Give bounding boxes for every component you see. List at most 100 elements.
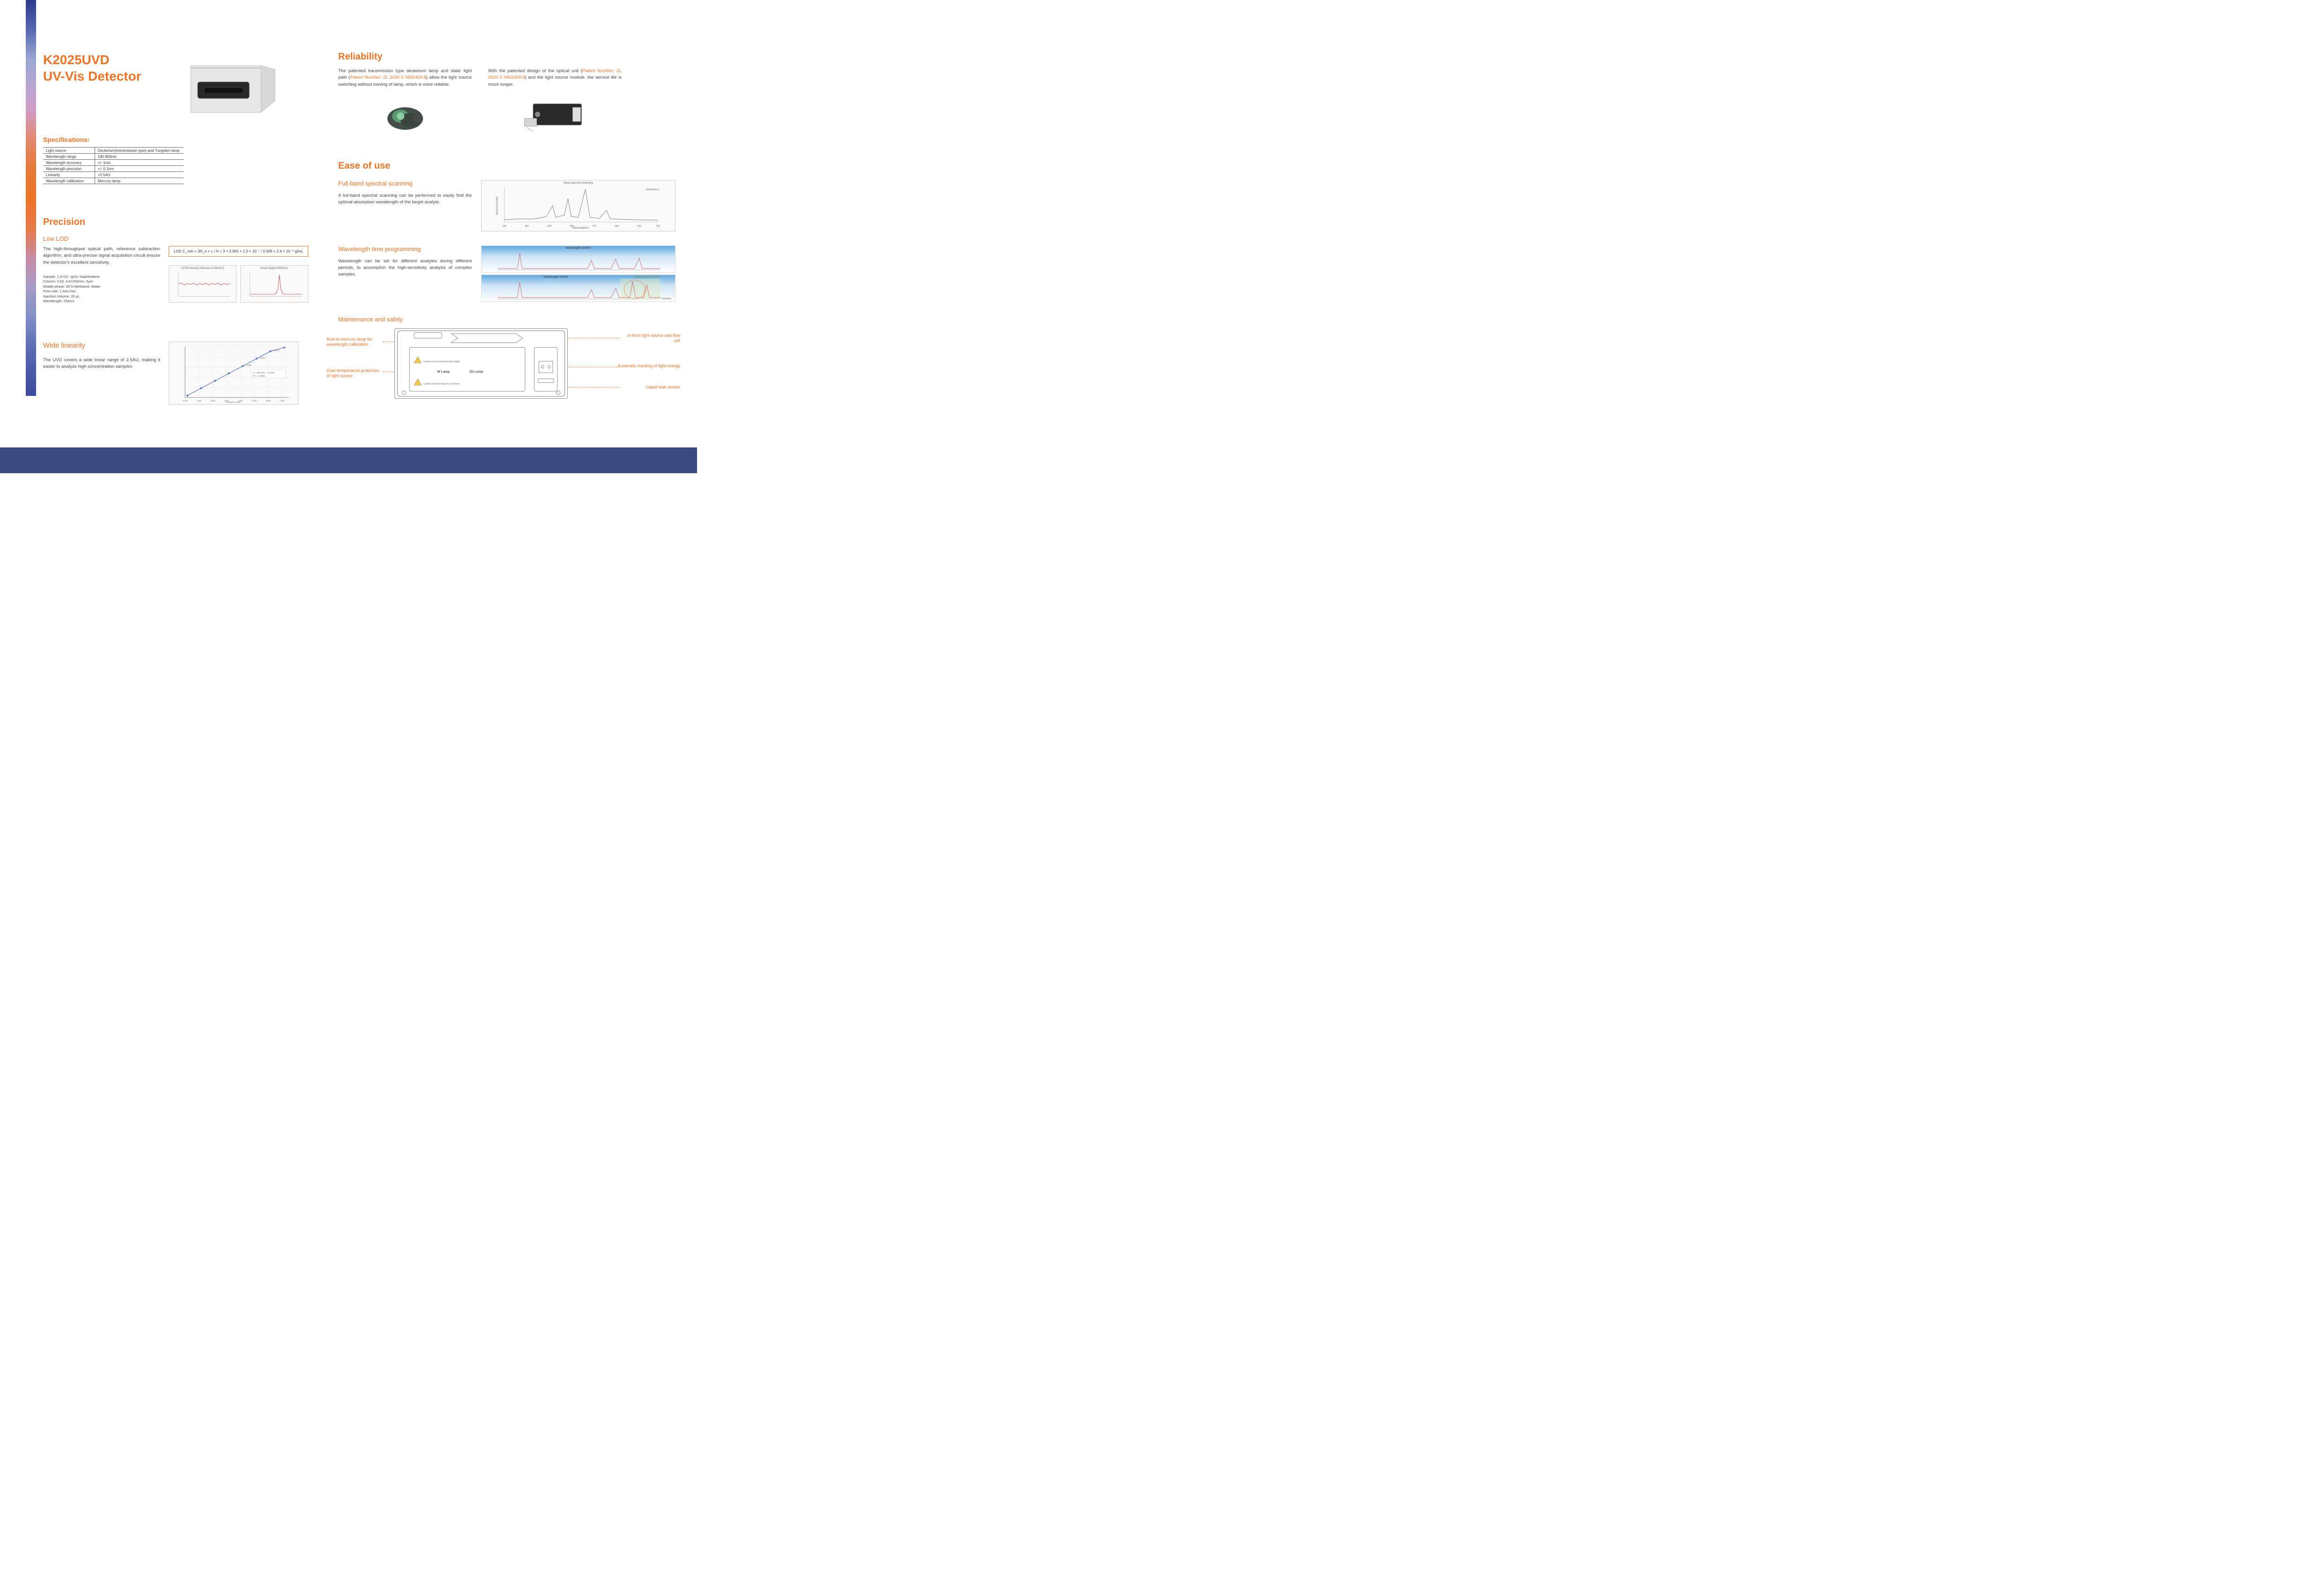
maintenance-heading: Maintenance and safety (338, 316, 676, 323)
maint-infront-label: In-front light source and flow cell (624, 333, 680, 344)
svg-text:260: 260 (525, 225, 529, 228)
linearity-text: The UVD covers a wide linear range of 2.… (43, 357, 160, 371)
title-line1: K2025UVD (43, 52, 110, 67)
maint-leak-label: Liquid leak sensor (624, 385, 680, 390)
wavetime-heading: Wavelength time programming (338, 245, 472, 253)
table-row: Linearity>2.5AU (43, 172, 184, 178)
fullband-heading: Full-band spectral scanning (338, 180, 472, 187)
svg-text:6.00: 6.00 (266, 400, 271, 402)
astm-chart-title: ASTM Noise(3.58noise=5.58mAU) (169, 266, 236, 270)
sample-line: Column: C18, 4.6×250mm, 5μm (43, 279, 160, 284)
wavetime-text: Wavelength can be set for different anal… (338, 258, 472, 278)
specifications-heading: Specifications: (43, 136, 298, 143)
wavelength-time-chart: Wavelength=254nm Wavelength=254nm Wavele… (481, 245, 676, 302)
bottom-band (0, 447, 697, 473)
spec-value: +/- 1nm (95, 160, 184, 166)
svg-text:2.19%: 2.19% (245, 364, 252, 367)
svg-text:330: 330 (547, 225, 551, 228)
svg-text:540: 540 (615, 225, 619, 228)
svg-text:Caution: Wait for lamp to cool: Caution: Wait for lamp to cool down. (423, 382, 460, 385)
table-row: Wavelength calibrationMercury lamp (43, 178, 184, 184)
svg-text:2.00: 2.00 (210, 400, 215, 402)
svg-text:R² = 0.9998: R² = 0.9998 (253, 375, 265, 378)
reliability-section: Reliability The patented transmission ty… (338, 52, 676, 135)
svg-text:y = 380.92x + 0.0218: y = 380.92x + 0.0218 (253, 372, 275, 374)
spec-value: >2.5AU (95, 172, 184, 178)
specifications-section: Specifications: Light sourceDeuterium(tr… (43, 136, 298, 184)
sample-line: Flow rate: 1.0mL/min (43, 289, 160, 294)
table-row: Light sourceDeuterium(transmission type)… (43, 148, 184, 154)
svg-text:700: 700 (656, 225, 660, 228)
sample-conditions: Sample: 1.0×10⁻⁷g/mL Naphthalene Column:… (43, 275, 160, 304)
fullband-spectral-chart: Band spectral scanning 19026033040047054… (481, 180, 676, 231)
maintenance-section: Maintenance and safety Built-in mercury … (338, 316, 676, 408)
svg-text:— Absorbance: — Absorbance (644, 188, 660, 191)
linearity-chart: 2.67% 2.30% 2.19% y = 380.92x + 0.0218 R… (169, 342, 298, 405)
svg-text:7.00: 7.00 (280, 400, 284, 402)
sample-line: Sample: 1.0×10⁻⁷g/mL Naphthalene (43, 275, 160, 280)
precision-section: Precision Low LOD The high-throughput op… (43, 217, 298, 304)
svg-text:2.30%: 2.30% (259, 357, 266, 359)
optical-unit-image (520, 97, 590, 135)
svg-text:2.67%: 2.67% (273, 349, 280, 352)
svg-text:0.00: 0.00 (183, 400, 187, 402)
rel2-pre: With the patented design of the optical … (488, 68, 582, 74)
right-column: Reliability The patented transmission ty… (338, 52, 676, 408)
svg-text:4.00: 4.00 (238, 400, 243, 402)
lod-formula-box: LOD C_min = 3H_n × c / H = 3 × 0.005 × 1… (169, 246, 308, 257)
linearity-section: Wide linearity The UVD covers a wide lin… (43, 342, 298, 405)
svg-text:190: 190 (502, 225, 506, 228)
rel1-patent: Patent Number: ZL 2020 2 0832429.8 (350, 75, 426, 80)
detector-product-image (184, 61, 282, 122)
spec-value: Mercury lamp (95, 178, 184, 184)
linearity-heading: Wide linearity (43, 342, 160, 350)
precision-heading: Precision (43, 217, 298, 228)
sample-line: Injection Volume: 20 μL (43, 294, 160, 299)
left-column: K2025UVD UV-Vis Detector Specifications:… (43, 52, 298, 405)
spec-label: Wavelength calibration (43, 178, 95, 184)
peak-chart-title: Peak height=609mAU (241, 266, 308, 270)
peak-height-chart: Peak height=609mAU (240, 265, 308, 303)
fullband-chart-title: Band spectral scanning (482, 180, 675, 185)
table-row: Wavelength precision+/- 0.1nm (43, 166, 184, 172)
lamp-module-image (377, 97, 433, 135)
specifications-table: Light sourceDeuterium(transmission type)… (43, 147, 184, 184)
lowlod-heading: Low LOD (43, 235, 298, 242)
lowlod-text: The high-throughput optical path, refere… (43, 246, 160, 266)
spec-label: Wavelength accuracy (43, 160, 95, 166)
spec-label: Linearity (43, 172, 95, 178)
time-axis-label: Time(min) (661, 298, 671, 300)
maintenance-device-schematic: Caution: Do not look directly at light. … (394, 328, 568, 399)
svg-text:5.00: 5.00 (252, 400, 257, 402)
table-row: Wavelength range190-800nm (43, 154, 184, 160)
spec-label: Wavelength precision (43, 166, 95, 172)
sample-line: Mobile phase: 95:5=Methanol: Water (43, 284, 160, 290)
svg-text:Caution: Do not look directly: Caution: Do not look directly at light. (423, 360, 460, 363)
spec-value: 190-800nm (95, 154, 184, 160)
left-gradient-bar (26, 0, 36, 396)
maint-mercury-label: Built-in mercury lamp for wavelength cal… (327, 337, 383, 348)
reliability-col1: The patented transmission type deuterium… (338, 68, 472, 135)
fullband-text: A full-band spectral scanning can be per… (338, 193, 472, 206)
table-row: Wavelength accuracy+/- 1nm (43, 160, 184, 166)
spec-value: Deuterium(transmission type) and Tungste… (95, 148, 184, 154)
svg-text:3.00: 3.00 (224, 400, 229, 402)
title-line2: UV-Vis Detector (43, 69, 141, 83)
reliability-col2: With the patented design of the optical … (488, 68, 622, 135)
reliability-heading: Reliability (338, 52, 676, 62)
svg-text:Wavelength/nm: Wavelength/nm (572, 227, 589, 229)
svg-text:470: 470 (592, 225, 596, 228)
ease-heading: Ease of use (338, 161, 676, 171)
sample-line: Wavelength: 254nm (43, 299, 160, 304)
maint-overtemp-label: Over-temperature protection of light sou… (327, 368, 383, 379)
svg-text:D2 Lamp: D2 Lamp (469, 370, 483, 373)
spec-value: +/- 0.1nm (95, 166, 184, 172)
maint-autotrack-label: Automatic tracking of light energy (605, 364, 680, 369)
svg-text:1.00: 1.00 (197, 400, 201, 402)
detector-svg (184, 61, 282, 122)
spec-label: Light source (43, 148, 95, 154)
spec-label: Wavelength range (43, 154, 95, 160)
astm-noise-chart: ASTM Noise(3.58noise=5.58mAU) (169, 265, 237, 303)
svg-text:W Lamp: W Lamp (437, 370, 450, 373)
svg-text:610: 610 (637, 225, 641, 228)
